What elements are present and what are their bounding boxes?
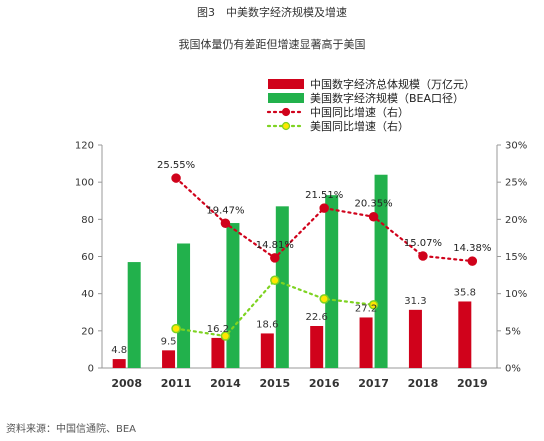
line-value-label: 25.55% [157,160,195,171]
point-us-growth [270,275,280,286]
line-value-label: 15.07% [404,238,442,249]
point-china-growth [319,203,329,213]
bars [112,174,472,368]
bar-china [359,317,373,368]
x-tick-label: 2018 [408,377,439,390]
line-us-growth [174,278,375,338]
y-right-tick-label: 25% [505,178,527,189]
legend-swatch-marker [281,121,291,131]
figure-title: 图3 中美数字经济规模及增速 [197,6,347,19]
bar-us [325,195,339,368]
line-value-label: 14.38% [453,243,491,254]
bar-china [310,326,324,368]
bar-us [226,223,240,368]
bar-china [260,333,274,368]
x-tick-label: 2015 [260,377,291,390]
x-tick-label: 2016 [309,377,340,390]
y-left-tick-label: 100 [75,178,94,189]
y-left-tick-label: 40 [81,289,94,300]
x-tick-label: 2017 [358,377,389,390]
legend: 中国数字经济总体规模（万亿元）美国数字经济规模（BEA口径）中国同比增速（右）美… [266,77,475,133]
point-china-growth [270,253,280,263]
line-value-label: 14.81% [256,240,294,251]
bar-value-label: 18.6 [256,319,278,330]
bar-us [177,243,191,368]
y-right-tick-label: 10% [505,289,527,300]
source-note: 资料来源：中国信通院、BEA [6,424,137,435]
bar-china [458,301,472,368]
x-tick-label: 2014 [210,377,241,390]
bar-china [408,309,422,368]
data-labels: 4.8 9.5 16.2 18.6 22.6 27.2 31.3 35.8 25.55% 19.4… [111,160,491,356]
point-china-growth [220,218,231,229]
y-left-tick-label: 80 [81,215,94,226]
y-right-tick-label: 5% [505,326,521,337]
bar-value-label: 16.2 [207,324,229,335]
legend-swatch-bar [268,93,304,103]
point-china-growth [171,173,181,183]
y-right-tick-label: 20% [505,215,527,226]
lines [171,173,478,341]
line-value-label: 20.35% [354,199,392,210]
y-right-tick-label: 0% [505,364,521,375]
x-tick-label: 2008 [111,377,142,390]
y-left-tick-label: 20 [81,326,94,337]
bar-china [162,350,176,368]
bar-value-label: 27.2 [355,303,377,314]
bar-china [211,337,225,368]
legend-label: 中国同比增速（右） [310,105,409,119]
point-us-growth [319,294,329,304]
bar-us [374,174,388,368]
point-us-growth [368,300,379,310]
y-right-tick-label: 15% [505,252,527,263]
line-value-label: 19.47% [206,205,244,216]
x-tick-label: 2011 [161,377,192,390]
point-us-growth [171,323,181,334]
bar-value-label: 9.5 [161,336,177,347]
y-left-tick-label: 60 [81,252,94,263]
legend-swatch-bar [268,79,304,89]
point-china-growth [368,211,379,222]
point-china-growth [418,251,428,261]
bar-value-label: 22.6 [306,312,328,323]
bar-us [127,262,141,368]
point-us-growth [220,331,231,341]
x-tick-label: 2019 [457,377,488,390]
legend-label: 美国同比增速（右） [310,119,409,133]
bar-value-label: 4.8 [111,345,127,356]
legend-label: 中国数字经济总体规模（万亿元） [310,77,475,91]
bar-china [112,359,126,368]
bar-value-label: 35.8 [454,287,476,298]
y-left-tick-label: 120 [75,141,94,152]
y-left-tick-label: 0 [88,364,94,375]
point-china-growth [467,256,478,266]
bar-us [275,206,289,368]
y-right-tick-label: 30% [505,141,527,152]
legend-label: 美国数字经济规模（BEA口径） [310,91,464,105]
chart-title: 我国体量仍有差距但增速显著高于美国 [178,38,366,51]
legend-swatch-marker [281,107,291,117]
bar-value-label: 31.3 [404,296,426,307]
line-value-label: 21.51% [305,190,343,201]
